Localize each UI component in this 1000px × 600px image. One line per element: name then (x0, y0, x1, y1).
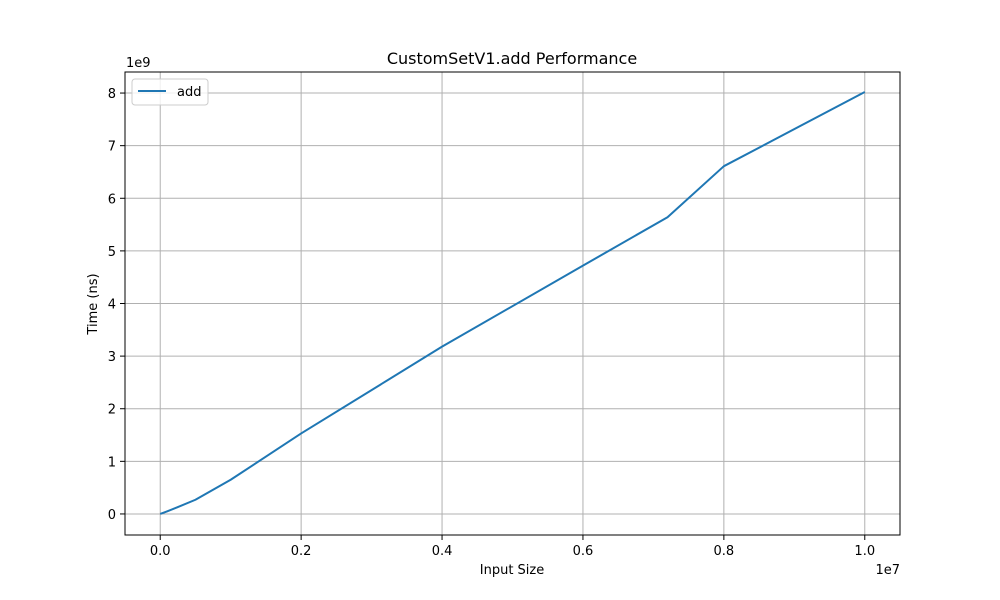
chart-title: CustomSetV1.add Performance (387, 49, 637, 68)
y-tick-label: 0 (108, 508, 116, 523)
x-tick-label: 0.0 (150, 544, 171, 559)
x-tick-label: 0.8 (714, 544, 735, 559)
y-tick-label: 1 (108, 455, 116, 470)
y-tick-label: 4 (108, 298, 116, 313)
legend: add (131, 78, 209, 106)
y-axis-label: Time (ns) (86, 273, 101, 335)
plot-lines (159, 91, 866, 515)
x-offset-label: 1e7 (875, 563, 900, 578)
y-tick-label: 8 (108, 87, 116, 102)
x-axis-label: Input Size (480, 563, 544, 578)
y-ticks: 0 1 2 3 4 5 6 7 8 (108, 87, 125, 523)
y-tick-label: 2 (108, 403, 116, 418)
x-ticks: 0.0 0.2 0.4 0.6 0.8 1.0 (150, 535, 875, 559)
x-tick-label: 0.6 (573, 544, 594, 559)
y-tick-label: 5 (108, 245, 116, 260)
x-tick-label: 0.4 (432, 544, 453, 559)
grid (125, 72, 900, 535)
x-tick-label: 1.0 (854, 544, 875, 559)
legend-label: add (177, 85, 201, 100)
series-line-add (159, 91, 866, 515)
y-offset-label: 1e9 (126, 56, 151, 71)
legend-box (131, 78, 209, 106)
y-tick-label: 6 (108, 192, 116, 207)
y-tick-label: 7 (108, 140, 116, 155)
x-tick-label: 0.2 (291, 544, 312, 559)
y-tick-label: 3 (108, 350, 116, 365)
